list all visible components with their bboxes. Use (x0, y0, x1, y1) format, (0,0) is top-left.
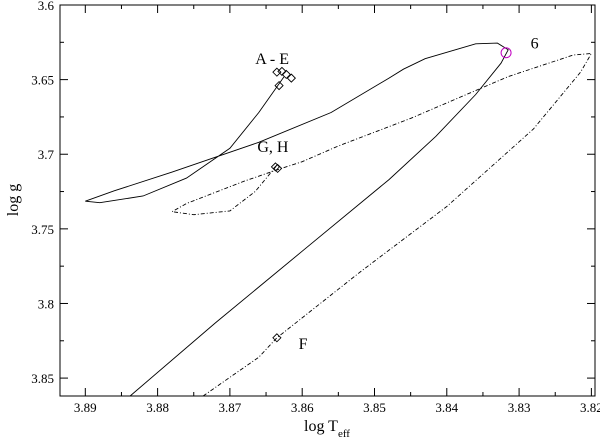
x-axis-title-main: log T (304, 418, 338, 435)
x-tick-label: 3.88 (146, 400, 169, 415)
x-tick-label: 3.89 (74, 400, 97, 415)
annotation-label: F (299, 336, 308, 353)
x-tick-label: 3.83 (508, 400, 531, 415)
marker-diamond (277, 66, 287, 77)
x-tick-label: 3.84 (435, 400, 458, 415)
y-axis-ticks: 3.6 3.65 3.7 3.75 3.8 3.85 (31, 0, 595, 386)
marker-diamond (286, 73, 296, 83)
annotation-label: A - E (255, 51, 289, 68)
track-markers (270, 47, 512, 343)
y-tick-label: 3.65 (31, 73, 54, 88)
annotation-label: 6 (531, 35, 539, 52)
x-axis-ticks: 3.89 3.88 3.87 3.86 3.85 3.84 3.83 3.82 (74, 5, 600, 415)
y-axis-title: log g (5, 184, 22, 216)
marker-diamond (272, 163, 283, 174)
marker-circle (500, 47, 512, 59)
y-tick-label: 3.7 (38, 147, 55, 162)
x-tick-label: 3.85 (363, 400, 386, 415)
series-line-dashed (170, 52, 593, 397)
marker-diamond (270, 162, 281, 172)
marker-diamond (281, 69, 291, 80)
x-axis-title: log Teff (304, 418, 350, 440)
marker-diamond (272, 67, 282, 77)
y-tick-label: 3.85 (31, 371, 54, 386)
y-tick-label: 3.6 (38, 0, 55, 13)
x-axis-title-sub: eff (338, 428, 350, 440)
plot-frame (59, 4, 596, 397)
x-tick-label: 3.86 (291, 400, 314, 415)
track-curves (85, 42, 593, 397)
annotation-label: G, H (257, 139, 289, 156)
x-tick-label: 3.87 (219, 400, 242, 415)
point-annotations: A - E G, H F 6 (255, 35, 538, 353)
series-line-solid (85, 42, 509, 397)
marker-diamond (272, 333, 282, 343)
y-tick-label: 3.75 (31, 222, 54, 237)
marker-diamond (274, 80, 284, 91)
x-tick-label: 3.82 (580, 400, 600, 415)
y-tick-label: 3.8 (38, 296, 54, 311)
